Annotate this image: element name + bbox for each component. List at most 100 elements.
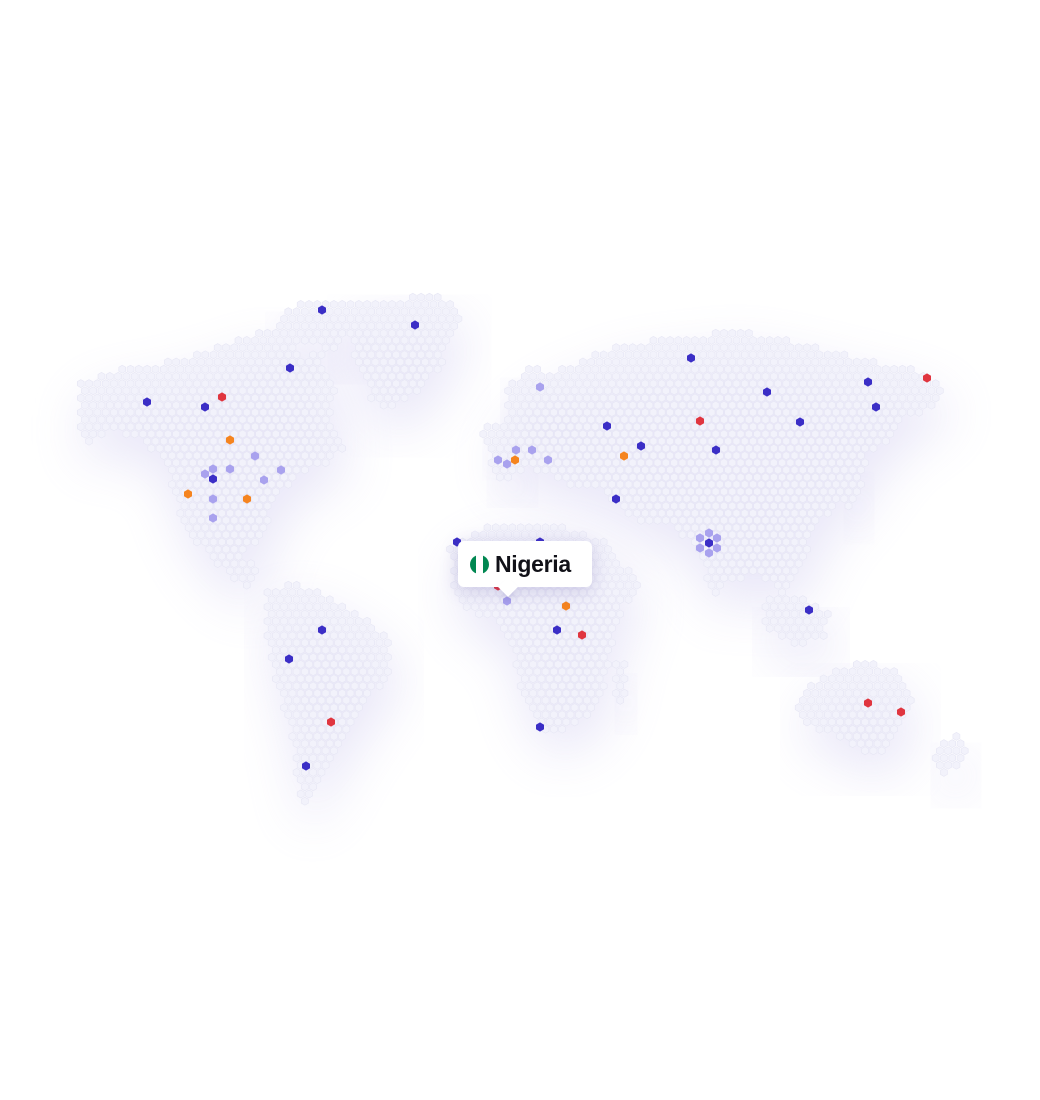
land-hex: [276, 638, 284, 648]
country-tooltip[interactable]: Nigeria: [458, 541, 592, 587]
land-hex: [620, 487, 629, 496]
marker-light-north-america[interactable]: [209, 513, 217, 523]
marker-red-oceania[interactable]: [864, 698, 872, 708]
marker-dark-north-america[interactable]: [201, 402, 209, 412]
marker-dark-south-america[interactable]: [302, 761, 310, 771]
marker-dark-asia[interactable]: [864, 377, 872, 387]
land-hex: [305, 616, 313, 626]
land-hex: [354, 631, 363, 640]
land-hex: [707, 465, 716, 475]
land-hex: [267, 422, 276, 432]
land-hex: [803, 386, 811, 396]
marker-light-europe[interactable]: [512, 445, 520, 455]
land-hex: [728, 328, 737, 338]
marker-nigeria[interactable]: [503, 596, 511, 606]
marker-dark-africa[interactable]: [536, 722, 544, 732]
marker-dark-asia[interactable]: [872, 402, 880, 412]
land-hex: [832, 350, 840, 360]
marker-red-oceania[interactable]: [897, 707, 905, 717]
land-hex: [255, 328, 264, 338]
land-hex: [790, 364, 799, 374]
marker-orange-north-america[interactable]: [184, 489, 192, 499]
land-hex: [624, 393, 633, 403]
marker-light-asia[interactable]: [713, 543, 721, 553]
land-hex: [238, 458, 247, 468]
land-hex: [749, 566, 757, 576]
land-hex: [931, 393, 940, 403]
marker-orange-north-america[interactable]: [226, 435, 234, 445]
marker-dark-asia[interactable]: [612, 494, 620, 504]
land-hex: [205, 487, 214, 496]
marker-light-europe[interactable]: [536, 382, 544, 392]
marker-light-north-america[interactable]: [209, 494, 217, 504]
marker-dark-south-america[interactable]: [285, 654, 293, 664]
land-hex: [462, 588, 471, 597]
marker-light-north-america[interactable]: [209, 464, 217, 474]
marker-light-north-america[interactable]: [201, 469, 209, 479]
marker-dark-greenland[interactable]: [411, 320, 419, 330]
marker-orange-africa[interactable]: [562, 601, 570, 611]
land-hex: [662, 472, 670, 482]
land-hex: [852, 674, 861, 684]
marker-light-asia[interactable]: [705, 548, 713, 558]
land-hex: [587, 645, 596, 655]
marker-dark-asia[interactable]: [805, 605, 813, 615]
land-hex: [512, 415, 521, 424]
land-hex: [309, 681, 317, 691]
marker-orange-europe[interactable]: [511, 455, 519, 465]
marker-dark-asia[interactable]: [603, 421, 611, 431]
marker-dark-north-america[interactable]: [286, 363, 294, 373]
land-hex: [176, 408, 185, 417]
land-hex: [566, 638, 575, 648]
marker-light-europe[interactable]: [503, 459, 511, 469]
marker-light-europe[interactable]: [544, 455, 552, 465]
marker-dark-greenland[interactable]: [318, 305, 326, 315]
marker-light-asia[interactable]: [705, 528, 713, 538]
land-hex: [554, 372, 562, 381]
land-hex: [844, 400, 853, 410]
marker-red-asia[interactable]: [696, 416, 704, 426]
land-hex: [516, 638, 525, 648]
land-hex: [126, 379, 135, 388]
marker-light-europe[interactable]: [528, 445, 536, 455]
marker-dark-asia[interactable]: [705, 538, 713, 548]
marker-dark-asia[interactable]: [763, 387, 771, 397]
marker-red-north-america[interactable]: [218, 392, 226, 402]
marker-red-africa[interactable]: [578, 630, 586, 640]
land-hex: [338, 602, 347, 612]
land-hex: [815, 696, 824, 705]
marker-light-north-america[interactable]: [277, 465, 285, 475]
marker-light-north-america[interactable]: [226, 464, 234, 474]
marker-dark-africa[interactable]: [553, 625, 561, 635]
land-hex: [97, 415, 106, 424]
marker-dark-north-america[interactable]: [209, 474, 217, 484]
land-hex: [686, 516, 695, 525]
marker-orange-europe[interactable]: [620, 451, 628, 461]
land-hex: [533, 652, 542, 662]
land-hex: [745, 429, 753, 439]
marker-dark-asia[interactable]: [712, 445, 720, 455]
land-hex: [869, 386, 878, 396]
marker-light-asia[interactable]: [696, 533, 704, 543]
land-hex: [728, 415, 737, 424]
marker-orange-north-america[interactable]: [243, 494, 251, 504]
marker-light-north-america[interactable]: [251, 451, 259, 461]
marker-dark-asia[interactable]: [796, 417, 804, 427]
land-hex: [703, 444, 712, 453]
marker-light-europe[interactable]: [494, 455, 502, 465]
land-hex: [413, 357, 421, 367]
land-hex: [247, 372, 255, 381]
land-hex: [574, 436, 583, 446]
land-hex: [898, 364, 907, 374]
marker-dark-north-america[interactable]: [143, 397, 151, 407]
marker-dark-asia[interactable]: [637, 441, 645, 451]
marker-red-asia[interactable]: [923, 373, 931, 383]
marker-light-asia[interactable]: [713, 533, 721, 543]
marker-dark-south-america[interactable]: [318, 625, 326, 635]
marker-light-asia[interactable]: [696, 543, 704, 553]
marker-red-south-america[interactable]: [327, 717, 335, 727]
marker-dark-asia[interactable]: [687, 353, 695, 363]
marker-light-north-america[interactable]: [260, 475, 268, 485]
land-hex: [226, 523, 234, 532]
land-hex: [861, 717, 869, 727]
